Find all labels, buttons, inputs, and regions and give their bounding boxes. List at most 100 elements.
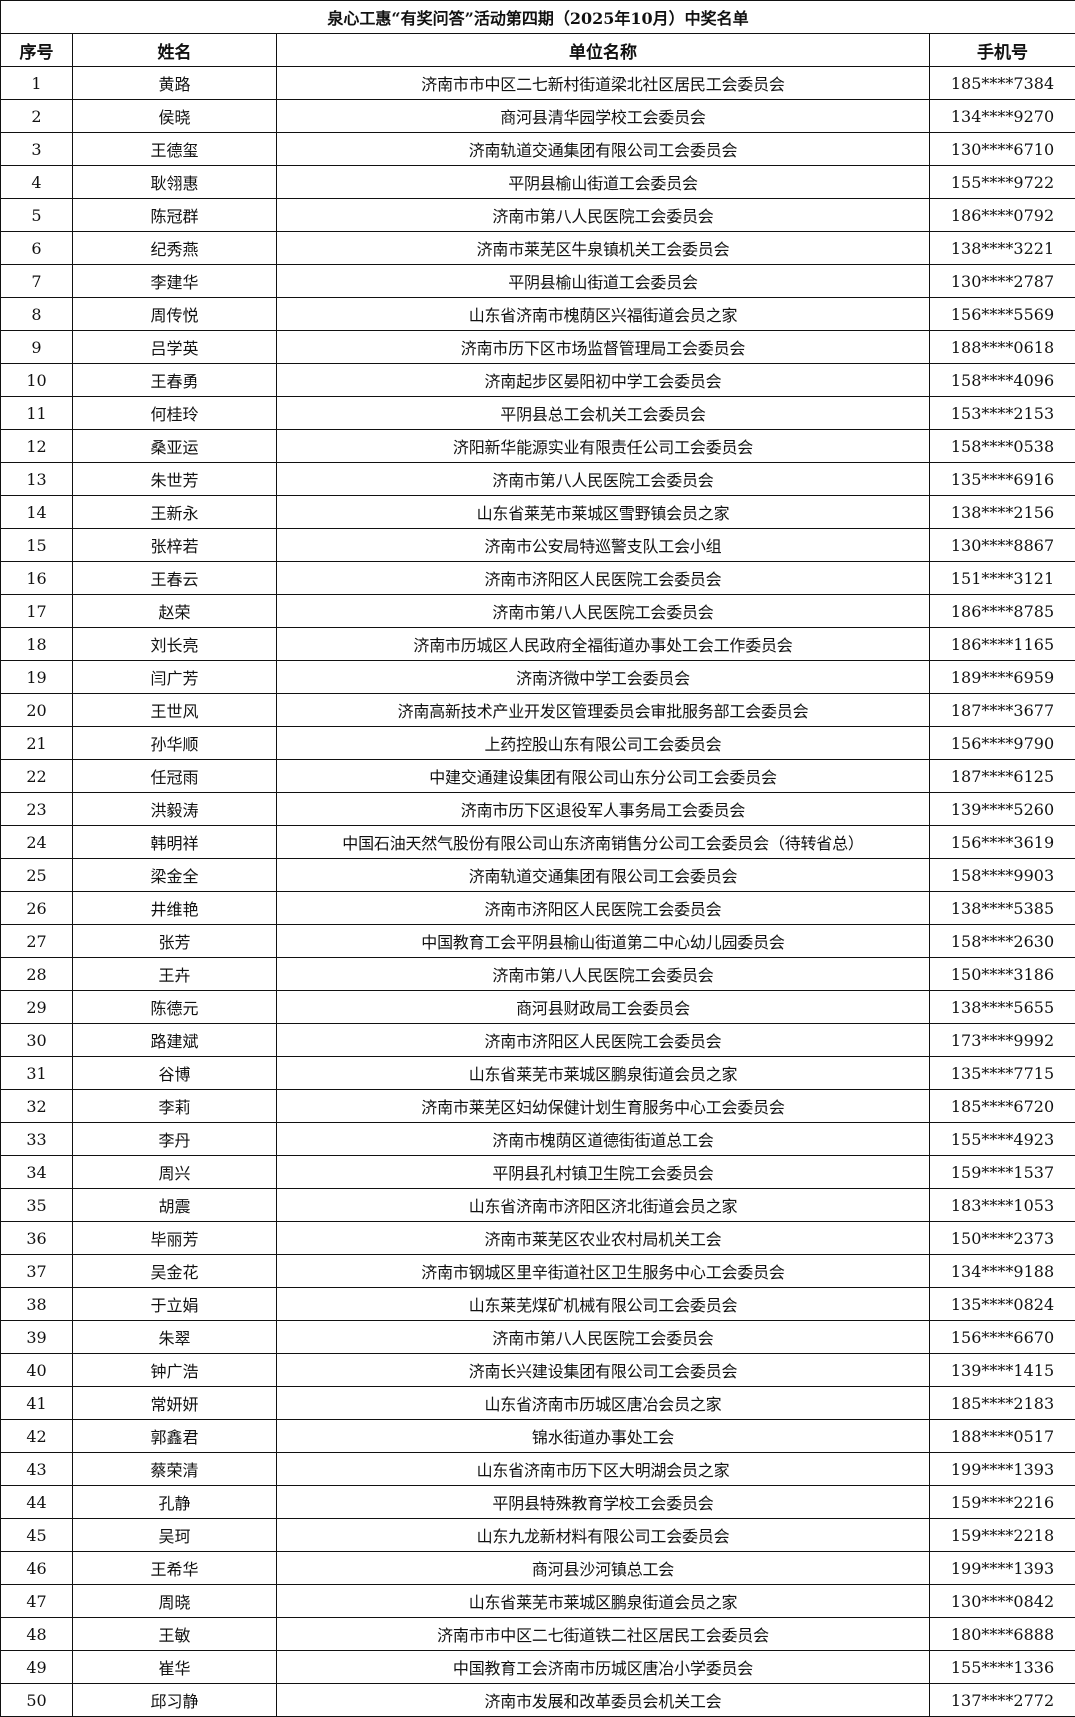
cell-phone: 158****4096 [928,363,1075,397]
cell-phone: 183****1053 [928,1188,1075,1222]
cell-organization: 济南市第八人民医院工会委员会 [276,198,930,232]
table-row: 32 李莉 济南市莱芜区妇幼保健计划生育服务中心工会委员会 185****6720 [0,1089,1075,1123]
cell-phone: 135****0824 [928,1287,1075,1321]
cell-phone: 186****0792 [928,198,1075,232]
column-header-phone: 手机号 [928,33,1075,67]
cell-name: 李丹 [72,1122,277,1156]
cell-number: 31 [0,1056,73,1090]
cell-number: 32 [0,1089,73,1123]
cell-name: 钟广浩 [72,1353,277,1387]
header-row: 序号 姓名 单位名称 手机号 [0,33,1075,67]
table-row: 29 陈德元 商河县财政局工会委员会 138****5655 [0,990,1075,1024]
cell-organization: 济南市市中区二七街道铁二社区居民工会委员会 [276,1617,930,1651]
cell-phone: 159****1537 [928,1155,1075,1189]
cell-number: 10 [0,363,73,397]
cell-phone: 139****5260 [928,792,1075,826]
table-row: 45 吴珂 山东九龙新材料有限公司工会委员会 159****2218 [0,1518,1075,1552]
cell-phone: 186****1165 [928,627,1075,661]
cell-phone: 150****2373 [928,1221,1075,1255]
cell-number: 7 [0,264,73,298]
table-row: 28 王卉 济南市第八人民医院工会委员会 150****3186 [0,957,1075,991]
cell-phone: 156****5569 [928,297,1075,331]
page-title: 泉心工惠“有奖问答”活动第四期（2025年10月）中奖名单 [0,0,1075,34]
cell-organization: 山东省济南市济阳区济北街道会员之家 [276,1188,930,1222]
table-row: 44 孔静 平阴县特殊教育学校工会委员会 159****2216 [0,1485,1075,1519]
cell-phone: 180****6888 [928,1617,1075,1651]
table-row: 22 任冠雨 中建交通建设集团有限公司山东分公司工会委员会 187****6125 [0,759,1075,793]
cell-name: 李建华 [72,264,277,298]
table-row: 50 邱习静 济南市发展和改革委员会机关工会 137****2772 [0,1683,1075,1717]
cell-organization: 商河县沙河镇总工会 [276,1551,930,1585]
cell-name: 陈冠群 [72,198,277,232]
cell-organization: 平阴县孔村镇卫生院工会委员会 [276,1155,930,1189]
table-row: 26 井维艳 济南市济阳区人民医院工会委员会 138****5385 [0,891,1075,925]
cell-organization: 济南长兴建设集团有限公司工会委员会 [276,1353,930,1387]
table-row: 14 王新永 山东省莱芜市莱城区雪野镇会员之家 138****2156 [0,495,1075,529]
table-row: 39 朱翠 济南市第八人民医院工会委员会 156****6670 [0,1320,1075,1354]
cell-name: 李莉 [72,1089,277,1123]
cell-name: 任冠雨 [72,759,277,793]
cell-number: 19 [0,660,73,694]
cell-phone: 159****2218 [928,1518,1075,1552]
cell-organization: 山东省莱芜市莱城区鹏泉街道会员之家 [276,1584,930,1618]
cell-name: 朱世芳 [72,462,277,496]
cell-organization: 济南市钢城区里辛街道社区卫生服务中心工会委员会 [276,1254,930,1288]
cell-phone: 186****8785 [928,594,1075,628]
cell-number: 11 [0,396,73,430]
table-row: 1 黄路 济南市市中区二七新村街道梁北社区居民工会委员会 185****7384 [0,66,1075,100]
cell-phone: 135****7715 [928,1056,1075,1090]
cell-organization: 山东省莱芜市莱城区雪野镇会员之家 [276,495,930,529]
table-row: 48 王敏 济南市市中区二七街道铁二社区居民工会委员会 180****6888 [0,1617,1075,1651]
cell-name: 路建斌 [72,1023,277,1057]
cell-name: 孔静 [72,1485,277,1519]
table-row: 5 陈冠群 济南市第八人民医院工会委员会 186****0792 [0,198,1075,232]
column-header-organization: 单位名称 [276,33,930,67]
cell-name: 王世风 [72,693,277,727]
table-row: 7 李建华 平阴县榆山街道工会委员会 130****2787 [0,264,1075,298]
table-row: 3 王德玺 济南轨道交通集团有限公司工会委员会 130****6710 [0,132,1075,166]
cell-phone: 188****0517 [928,1419,1075,1453]
cell-organization: 济南市历城区人民政府全福街道办事处工会工作委员会 [276,627,930,661]
cell-phone: 139****1415 [928,1353,1075,1387]
cell-number: 18 [0,627,73,661]
table-body: 1 黄路 济南市市中区二七新村街道梁北社区居民工会委员会 185****7384 2 侯晓… [0,66,1075,1717]
cell-organization: 山东省济南市历城区唐冶会员之家 [276,1386,930,1420]
cell-phone: 156****3619 [928,825,1075,859]
cell-organization: 平阴县榆山街道工会委员会 [276,264,930,298]
cell-name: 王春勇 [72,363,277,397]
cell-name: 朱翠 [72,1320,277,1354]
cell-organization: 中国教育工会济南市历城区唐冶小学委员会 [276,1650,930,1684]
table-row: 16 王春云 济南市济阳区人民医院工会委员会 151****3121 [0,561,1075,595]
cell-name: 王新永 [72,495,277,529]
cell-organization: 商河县财政局工会委员会 [276,990,930,1024]
cell-phone: 151****3121 [928,561,1075,595]
cell-organization: 济南市莱芜区农业农村局机关工会 [276,1221,930,1255]
table-row: 4 耿翎惠 平阴县榆山街道工会委员会 155****9722 [0,165,1075,199]
cell-phone: 134****9270 [928,99,1075,133]
table-row: 27 张芳 中国教育工会平阴县榆山街道第二中心幼儿园委员会 158****2630 [0,924,1075,958]
table-row: 6 纪秀燕 济南市莱芜区牛泉镇机关工会委员会 138****3221 [0,231,1075,265]
cell-phone: 134****9188 [928,1254,1075,1288]
cell-organization: 济南市莱芜区妇幼保健计划生育服务中心工会委员会 [276,1089,930,1123]
cell-number: 12 [0,429,73,463]
cell-phone: 155****1336 [928,1650,1075,1684]
cell-phone: 158****0538 [928,429,1075,463]
cell-organization: 济南济微中学工会委员会 [276,660,930,694]
table-row: 15 张梓若 济南市公安局特巡警支队工会小组 130****8867 [0,528,1075,562]
cell-name: 王敏 [72,1617,277,1651]
cell-organization: 济南高新技术产业开发区管理委员会审批服务部工会委员会 [276,693,930,727]
cell-phone: 138****3221 [928,231,1075,265]
cell-number: 17 [0,594,73,628]
table-row: 31 谷博 山东省莱芜市莱城区鹏泉街道会员之家 135****7715 [0,1056,1075,1090]
cell-organization: 山东九龙新材料有限公司工会委员会 [276,1518,930,1552]
table-row: 25 梁金全 济南轨道交通集团有限公司工会委员会 158****9903 [0,858,1075,892]
cell-phone: 130****0842 [928,1584,1075,1618]
cell-number: 50 [0,1683,73,1717]
cell-number: 35 [0,1188,73,1222]
table-row: 9 吕学英 济南市历下区市场监督管理局工会委员会 188****0618 [0,330,1075,364]
cell-name: 闫广芳 [72,660,277,694]
cell-organization: 济南市莱芜区牛泉镇机关工会委员会 [276,231,930,265]
cell-phone: 187****6125 [928,759,1075,793]
cell-number: 21 [0,726,73,760]
cell-number: 4 [0,165,73,199]
